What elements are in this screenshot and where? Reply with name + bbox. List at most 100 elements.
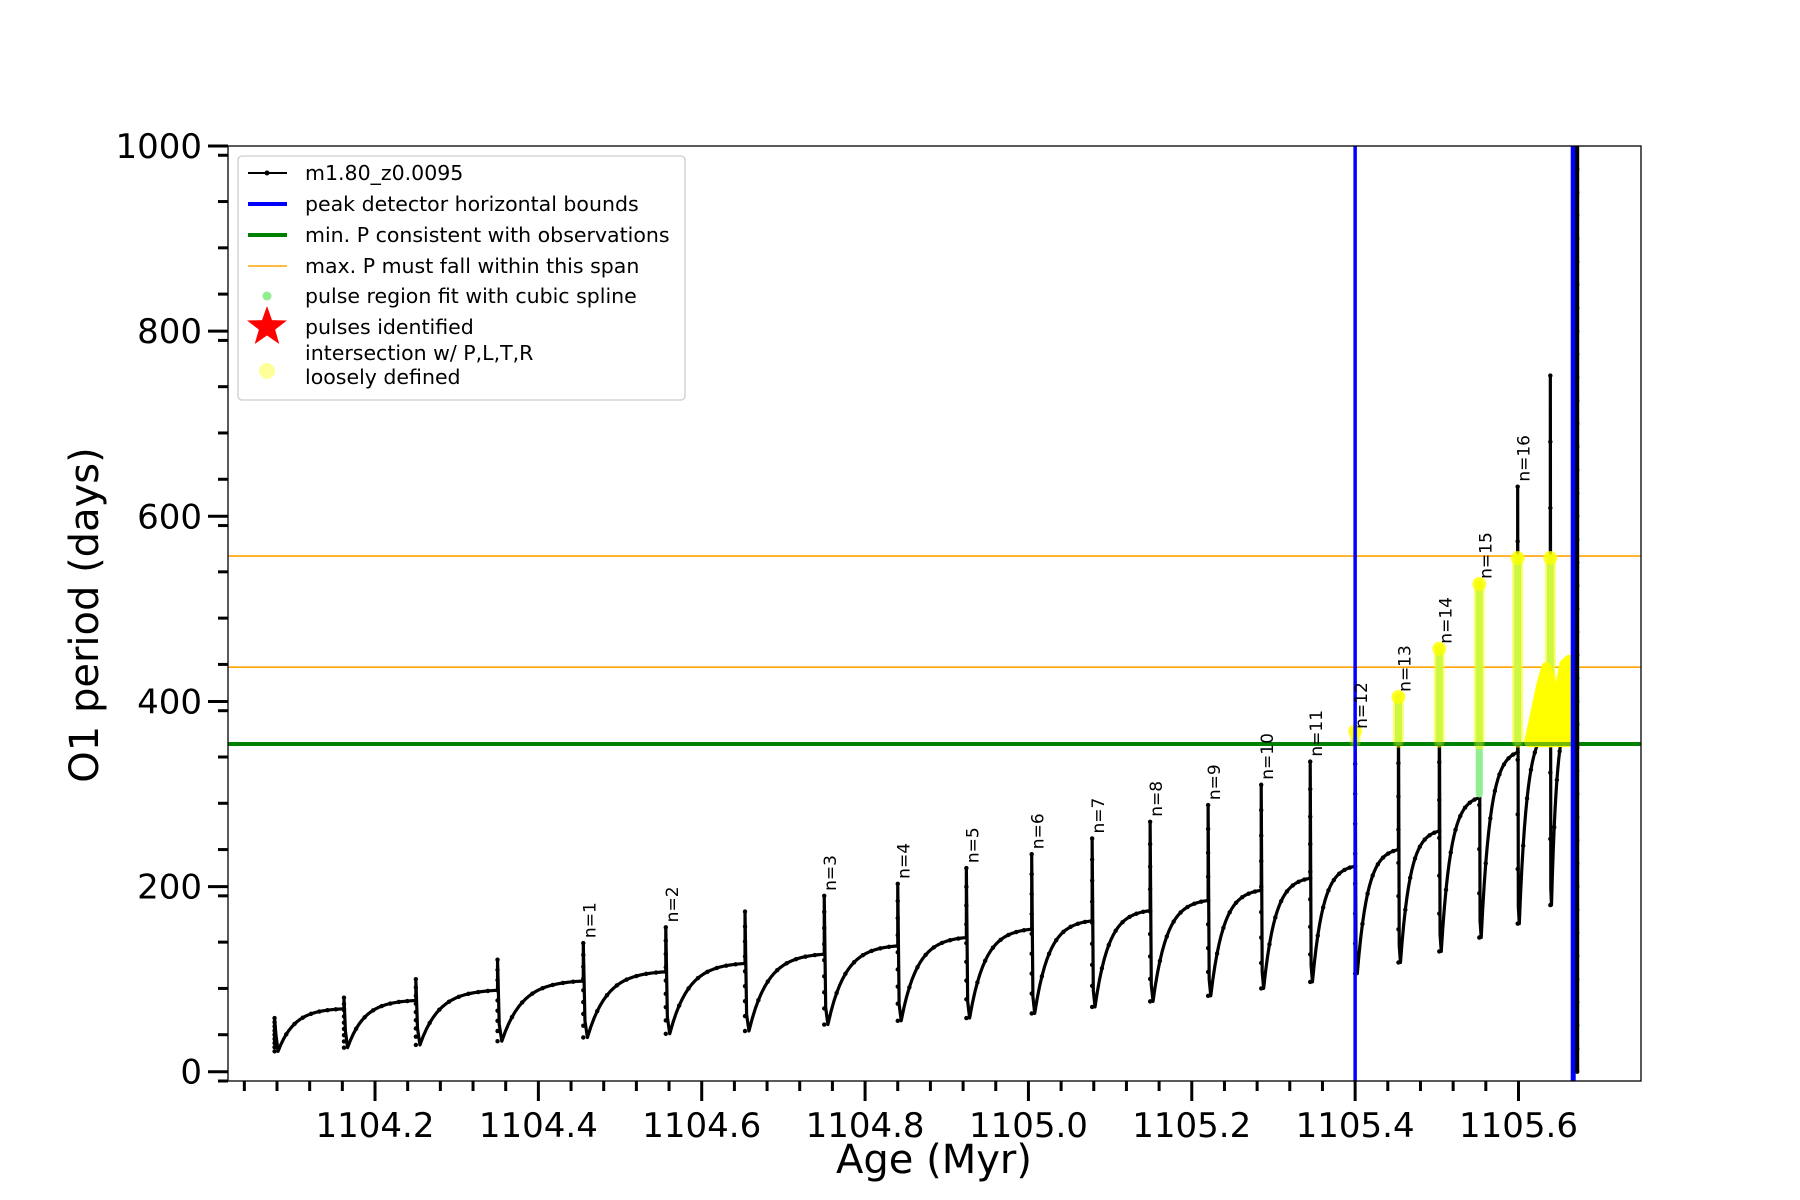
- curve-point-176: [1082, 919, 1088, 925]
- curve-point-203: [1089, 836, 1095, 841]
- curve-point-50: [413, 976, 419, 982]
- legend-label-6: intersection w/ P,L,T,R: [305, 341, 533, 365]
- curve-point-224: [1233, 900, 1239, 906]
- x-tick-label-4: 1105.0: [969, 1106, 1088, 1146]
- curve-point-1: [292, 1021, 297, 1027]
- curve-point-25: [341, 1045, 347, 1050]
- curve-point-179: [1029, 991, 1034, 996]
- curve-point-332: [1477, 891, 1482, 896]
- curve-point-75: [663, 969, 668, 974]
- curve-point-95: [663, 1004, 668, 1010]
- legend-swatch-star-icon: [247, 306, 287, 344]
- curve-point-330: [1515, 750, 1520, 755]
- curve-point-219: [1147, 842, 1153, 847]
- curve-point-72: [634, 973, 639, 979]
- curve-point-241: [1284, 889, 1290, 894]
- curve-point-145: [895, 1001, 900, 1006]
- final-spike-point-37: [1575, 213, 1580, 218]
- curve-point-167: [964, 903, 969, 908]
- curve-point-187: [1099, 966, 1105, 971]
- curve-point-5: [325, 1007, 330, 1013]
- curve-point-248: [1259, 935, 1264, 940]
- curve-point-47: [413, 1001, 419, 1007]
- curve-point-37: [456, 994, 461, 999]
- curve-point-149: [895, 932, 900, 938]
- curve-point-20: [379, 1003, 384, 1009]
- curve-point-134: [822, 909, 827, 915]
- pulse-label-10: n=6: [1029, 813, 1049, 849]
- axes: 0 200 400 600 800 1000 1104.2 1104.4 1104.6 1104.…: [115, 127, 1578, 1146]
- curve-point-201: [1089, 878, 1095, 883]
- curve-point-266: [1308, 897, 1313, 902]
- final-spike-point-38: [1575, 190, 1580, 195]
- curve-point-265: [1308, 924, 1313, 930]
- curve-point-10: [272, 1040, 277, 1046]
- final-spike-point-11: [1575, 814, 1580, 820]
- final-spike-point-2: [1575, 1023, 1580, 1028]
- curve-point-222: [1221, 925, 1226, 931]
- curve-point-138: [923, 952, 928, 958]
- curve-point-204: [1157, 958, 1163, 964]
- x-tick-label-1: 1104.4: [479, 1106, 598, 1146]
- curve-point-314: [1437, 949, 1442, 954]
- curve-point-257: [1326, 888, 1331, 893]
- x-axis-label: Age (Myr): [836, 1137, 1032, 1183]
- curve-point-269: [1308, 814, 1313, 819]
- curve-point-8: [272, 1049, 277, 1054]
- curve-point-115: [742, 954, 748, 959]
- curve-point-88: [705, 969, 710, 975]
- curve-point-123: [869, 948, 874, 954]
- curve-point-62: [495, 1008, 500, 1013]
- curve-point-366: [1548, 836, 1553, 842]
- curve-point-49: [413, 985, 419, 990]
- curve-point-109: [822, 951, 827, 957]
- curve-point-325: [1492, 788, 1498, 794]
- curve-point-106: [793, 956, 799, 962]
- curve-point-236: [1205, 826, 1211, 832]
- final-spike-point-12: [1575, 791, 1580, 797]
- curve-point-21: [388, 1001, 393, 1006]
- curve-point-23: [405, 998, 410, 1004]
- curve-point-3: [308, 1011, 314, 1017]
- curve-point-73: [643, 971, 649, 977]
- final-spike-point-10: [1575, 838, 1580, 843]
- final-spike-point-13: [1575, 768, 1580, 774]
- curve-point-83: [581, 952, 586, 958]
- curve-point-66: [495, 967, 500, 973]
- curve-point-112: [742, 998, 748, 1004]
- intersection-peak-5: [1543, 550, 1558, 565]
- curve-point-127: [822, 1022, 827, 1027]
- curve-point-48: [413, 993, 419, 998]
- curve-point-373: [1548, 373, 1553, 378]
- curve-point-32: [341, 1001, 347, 1007]
- curve-point-128: [822, 1006, 827, 1011]
- curve-point-33: [341, 995, 347, 1000]
- curve-point-57: [570, 979, 576, 984]
- final-spike-point-23: [1575, 537, 1580, 542]
- curve-point-294: [1427, 833, 1432, 838]
- curve-point-126: [895, 943, 900, 949]
- curve-point-140: [939, 940, 945, 946]
- curve-point-45: [413, 1018, 419, 1023]
- curve-point-172: [1054, 937, 1059, 943]
- curve-point-174: [1068, 924, 1073, 930]
- final-spike-point-32: [1575, 328, 1580, 334]
- curve-point-125: [886, 944, 892, 949]
- final-spike-point-3: [1575, 1000, 1580, 1005]
- curve-point-312: [1472, 797, 1477, 802]
- curve-point-103: [765, 979, 770, 984]
- curve-point-252: [1259, 833, 1264, 838]
- pulse-label-20: n=16: [1515, 435, 1535, 482]
- curve-point-65: [495, 977, 500, 983]
- curve-point-166: [964, 922, 969, 927]
- curve-point-61: [495, 1018, 500, 1024]
- x-tick-label-2: 1104.6: [642, 1106, 761, 1146]
- curve-point-196: [1089, 983, 1095, 989]
- curve-point-212: [1147, 999, 1153, 1004]
- curve-point-170: [1039, 974, 1045, 979]
- curve-point-42: [413, 1042, 419, 1048]
- curve-point-29: [341, 1020, 347, 1025]
- curve-point-153: [975, 980, 980, 985]
- final-spike-point-26: [1575, 467, 1580, 473]
- curve-point-122: [860, 953, 866, 958]
